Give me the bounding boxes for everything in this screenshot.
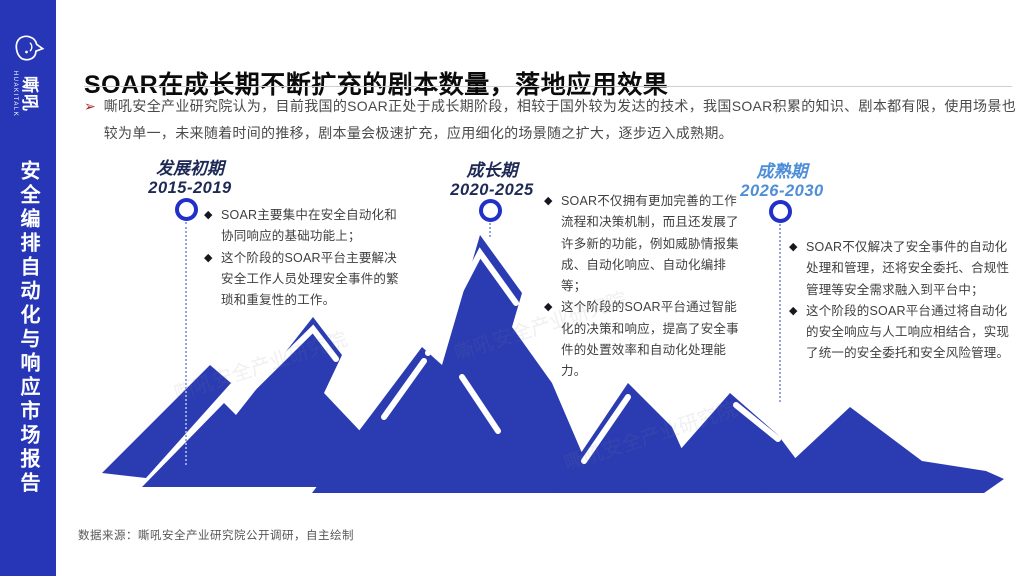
- brand-logo: 嘶吼 HUAKITALK: [0, 14, 56, 134]
- diamond-bullet-icon: ◆: [544, 195, 553, 207]
- bullet-text: SOAR不仅解决了安全事件的自动化处理和管理，还将安全委托、合规性管理等安全需求…: [806, 240, 1010, 297]
- brand-name-en: HUAKITALK: [12, 70, 18, 118]
- brand-animal-head-icon: [15, 35, 45, 61]
- sidebar-vertical-title: 安全编排自动化与响应市场报告: [17, 160, 39, 496]
- phase-bullet: ◆ SOAR不仅解决了安全事件的自动化处理和管理，还将安全委托、合规性管理等安全…: [789, 237, 1017, 301]
- phase-period: 2015-2019: [148, 178, 232, 197]
- phase-name: 发展初期: [156, 159, 224, 178]
- phase-period: 2026-2030: [740, 181, 824, 200]
- bullet-text: 这个阶段的SOAR平台主要解决安全工作人员处理安全事件的繁琐和重复性的工作。: [221, 250, 399, 308]
- phase-bullet: ◆ SOAR主要集中在安全自动化和协同响应的基础功能上；: [204, 205, 402, 248]
- bullet-text: 这个阶段的SOAR平台通过将自动化的安全响应与人工响应相结合，实现了统一的安全委…: [806, 303, 1010, 361]
- dropline-mature: [779, 224, 781, 402]
- phase-bullet: ◆ SOAR不仅拥有更加完善的工作流程和决策机制，而且还发展了许多新的功能，例如…: [544, 191, 742, 297]
- mountain-graphic: [102, 235, 1004, 493]
- diamond-bullet-icon: ◆: [204, 209, 213, 221]
- data-source-note: 数据来源：嘶吼安全产业研究院公开调研，自主绘制: [78, 530, 354, 542]
- phase-bullet: ◆ 这个阶段的SOAR平台主要解决安全工作人员处理安全事件的繁琐和重复性的工作。: [204, 248, 402, 312]
- dropline-growth: [489, 223, 491, 237]
- diamond-bullet-icon: ◆: [789, 304, 798, 317]
- intro-paragraph: ➢ 嘶吼安全产业研究院认为，目前我国的SOAR正处于成长期阶段，相较于国外较为发…: [84, 93, 1016, 146]
- phase-bullet: ◆ 这个阶段的SOAR平台通过将自动化的安全响应与人工响应相结合，实现了统一的安…: [789, 301, 1017, 365]
- diamond-bullet-icon: ◆: [204, 251, 213, 264]
- arrow-bullet-icon: ➢: [84, 98, 96, 114]
- brand-name-cn: 嘶吼: [20, 76, 39, 112]
- bullet-text: SOAR主要集中在安全自动化和协同响应的基础功能上；: [221, 208, 397, 244]
- phase-bullets-mature: ◆ SOAR不仅解决了安全事件的自动化处理和管理，还将安全委托、合规性管理等安全…: [789, 237, 1017, 365]
- timeline-node-early: [175, 198, 198, 221]
- sidebar: 嘶吼 HUAKITALK 安全编排自动化与响应市场报告: [0, 0, 56, 576]
- bullet-text: 这个阶段的SOAR平台通过智能化的决策和响应，提高了安全事件的处置效率和自动化处…: [561, 300, 739, 378]
- phase-bullet: ◆ 这个阶段的SOAR平台通过智能化的决策和响应，提高了安全事件的处置效率和自动…: [544, 297, 742, 382]
- phase-name: 成长期: [466, 161, 518, 180]
- timeline-node-mature: [769, 200, 792, 223]
- phase-period: 2020-2025: [450, 180, 534, 199]
- title-divider: [84, 86, 1012, 87]
- phase-bullets-growth: ◆ SOAR不仅拥有更加完善的工作流程和决策机制，而且还发展了许多新的功能，例如…: [544, 191, 742, 382]
- phase-label-mature: 成熟期 2026-2030: [702, 162, 862, 200]
- dropline-early: [185, 222, 187, 465]
- diamond-bullet-icon: ◆: [789, 241, 798, 253]
- phase-name: 成熟期: [756, 162, 808, 181]
- phase-bullets-early: ◆ SOAR主要集中在安全自动化和协同响应的基础功能上； ◆ 这个阶段的SOAR…: [204, 205, 402, 311]
- page-title: SOAR在成长期不断扩充的剧本数量，落地应用效果: [84, 70, 669, 99]
- phase-label-early: 发展初期 2015-2019: [110, 159, 270, 197]
- phase-label-growth: 成长期 2020-2025: [412, 161, 572, 199]
- intro-text: 嘶吼安全产业研究院认为，目前我国的SOAR正处于成长期阶段，相较于国外较为发达的…: [103, 98, 1016, 141]
- timeline-node-growth: [479, 199, 502, 222]
- bullet-text: SOAR不仅拥有更加完善的工作流程和决策机制，而且还发展了许多新的功能，例如威胁…: [561, 194, 739, 293]
- diamond-bullet-icon: ◆: [544, 301, 553, 314]
